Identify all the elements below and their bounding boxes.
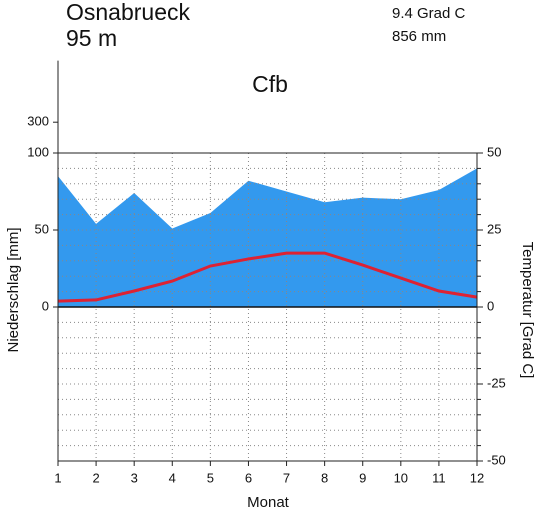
x-tick-label: 8 — [321, 470, 328, 485]
x-tick-label: 3 — [131, 470, 138, 485]
x-tick-label: 7 — [283, 470, 290, 485]
y2-axis-label: Temperatur [Grad C] — [519, 242, 536, 379]
station: Osnabrueck — [66, 0, 191, 25]
annual-precipitation: 856 mm — [392, 28, 446, 45]
elevation: 95 m — [66, 25, 117, 51]
y2-tick-label: -25 — [487, 375, 506, 390]
x-tick-label: 2 — [92, 470, 99, 485]
temperature-line — [57, 251, 478, 303]
x-tick-label: 11 — [432, 470, 446, 485]
x-tick-label: 6 — [245, 470, 252, 485]
x-axis-label: Monat — [247, 494, 290, 511]
y2-tick-label: 25 — [487, 221, 501, 236]
y-tick-label: 0 — [42, 298, 49, 313]
x-tick-label: 9 — [359, 470, 366, 485]
y-axis-label: Niederschlag [mm] — [5, 227, 22, 352]
y-tick-label: 50 — [35, 221, 49, 236]
x-tick-label: 4 — [169, 470, 176, 485]
x-tick-label: 10 — [394, 470, 408, 485]
x-tick-label: 1 — [54, 470, 61, 485]
x-tick-label: 5 — [207, 470, 214, 485]
climate-class: Cfb — [252, 71, 288, 97]
mean-temperature: 9.4 Grad C — [392, 5, 466, 22]
x-tick-label: 12 — [470, 470, 484, 485]
y2-tick-label: -50 — [487, 452, 506, 467]
y2-tick-label: 0 — [487, 298, 494, 313]
y2-tick-label: 50 — [487, 144, 501, 159]
precipitation-area — [58, 168, 477, 307]
y-tick-label: 100 — [27, 144, 49, 159]
y-tick-label: 300 — [27, 114, 49, 129]
